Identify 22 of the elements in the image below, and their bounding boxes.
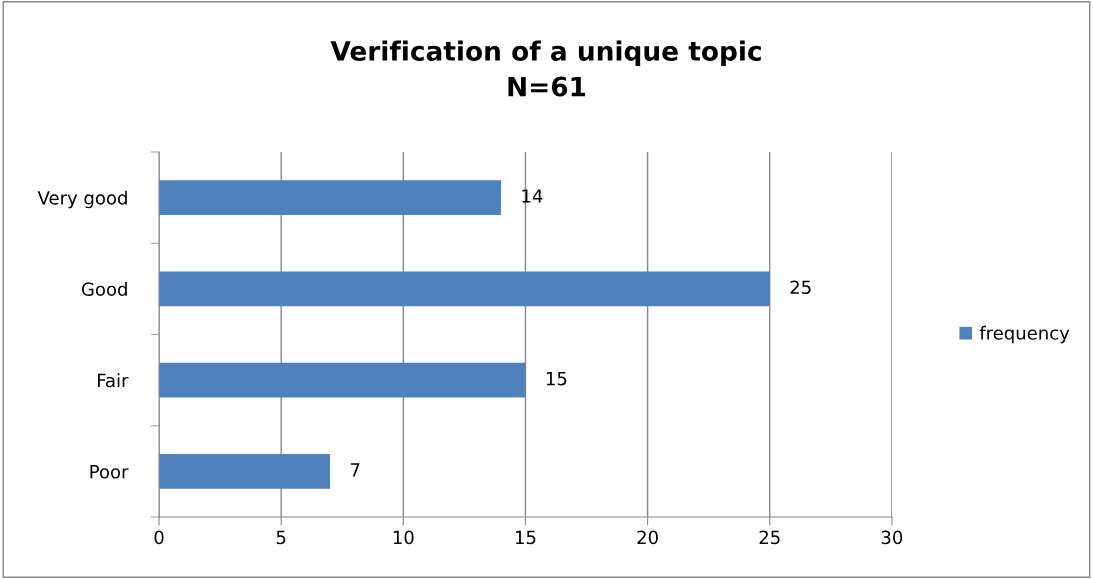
- bar: [159, 362, 526, 398]
- y-tick-label: Good: [81, 282, 127, 296]
- y-tick-label: Poor: [90, 465, 129, 479]
- x-tick-label: 15: [515, 530, 536, 545]
- data-label: 15: [546, 371, 567, 386]
- bar: [159, 180, 502, 215]
- data-label: 7: [350, 463, 360, 477]
- x-tick-label: 25: [759, 530, 780, 545]
- data-label: 14: [522, 189, 543, 203]
- chart-subtitle: N=61: [508, 76, 586, 97]
- y-tick-label: Fair: [98, 373, 129, 388]
- x-tick-label: 20: [637, 530, 658, 545]
- x-tick-label: 5: [276, 530, 286, 545]
- x-tick-label: 10: [393, 530, 414, 545]
- data-label: 25: [790, 280, 811, 295]
- chart-title: Verification of a unique topic: [330, 40, 761, 67]
- bar: [159, 454, 331, 489]
- x-tick-label: 30: [881, 530, 903, 545]
- y-tick-label: Very good: [37, 190, 127, 209]
- x-tick-label: 0: [154, 530, 164, 545]
- bar: [159, 271, 770, 307]
- legend-label: frequency: [979, 325, 1070, 344]
